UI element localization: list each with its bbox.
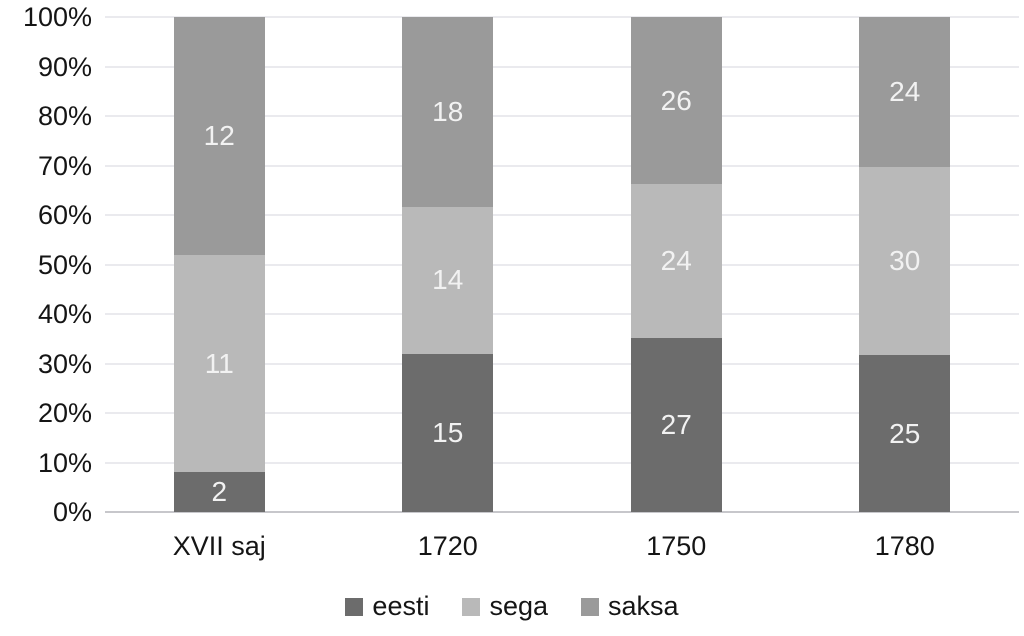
y-tick-label-20: 20% <box>37 398 92 428</box>
y-tick-label-50: 50% <box>37 249 92 280</box>
segment-eesti: 15 <box>402 354 494 512</box>
legend: eesti sega saksa <box>0 593 1024 620</box>
gridline-10 <box>105 461 1019 464</box>
data-label-sega: 11 <box>204 347 234 379</box>
segment-saksa: 24 <box>859 17 951 168</box>
legend-swatch-eesti <box>345 597 364 616</box>
data-label-saksa: 18 <box>432 95 464 127</box>
gridline-60 <box>105 214 1019 216</box>
data-label-saksa: 12 <box>203 119 235 151</box>
segment-sega: 11 <box>173 254 265 473</box>
x-tick-label-1750: 1750 <box>646 531 707 561</box>
y-tick-label-70: 70% <box>37 150 92 181</box>
bar-1720: 15 14 18 <box>402 17 494 512</box>
legend-label-saksa: saksa <box>608 591 679 621</box>
gridline-100 <box>105 16 1019 18</box>
y-tick-label-80: 80% <box>37 101 92 131</box>
legend-item-eesti: eesti <box>345 593 429 620</box>
segment-sega: 30 <box>859 167 951 356</box>
gridline-80 <box>105 115 1019 117</box>
gridline-0 <box>105 511 1019 513</box>
y-tick-label-40: 40% <box>37 299 92 329</box>
x-tick-label-xvii-saj: XVII saj <box>172 531 266 561</box>
segment-eesti: 27 <box>630 338 722 512</box>
bar-xvii-saj: 2 11 12 <box>173 17 265 512</box>
x-tick-label-1720: 1720 <box>417 531 478 561</box>
segment-sega: 24 <box>630 184 722 339</box>
segment-sega: 14 <box>402 206 494 355</box>
legend-label-sega: sega <box>489 591 549 621</box>
segment-eesti: 2 <box>173 472 265 512</box>
segment-saksa: 12 <box>173 17 265 255</box>
data-label-sega: 14 <box>432 264 464 296</box>
y-tick-label-100: 100% <box>22 2 92 32</box>
gridline-40 <box>105 313 1019 315</box>
data-label-saksa: 24 <box>889 76 921 108</box>
gridline-90 <box>105 65 1019 68</box>
legend-swatch-saksa <box>581 597 600 616</box>
legend-label-eesti: eesti <box>372 591 430 621</box>
segment-saksa: 18 <box>402 17 494 207</box>
gridline-50 <box>105 263 1019 266</box>
data-label-sega: 24 <box>660 245 692 277</box>
x-tick-label-1780: 1780 <box>874 531 935 561</box>
data-label-eesti: 27 <box>660 409 692 441</box>
bar-1750: 27 24 26 <box>630 17 722 512</box>
y-tick-label-10: 10% <box>37 447 92 478</box>
segment-saksa: 26 <box>630 17 722 185</box>
y-tick-label-90: 90% <box>37 51 92 82</box>
y-tick-label-30: 30% <box>37 348 92 379</box>
x-axis-labels: XVII saj 1720 1750 1780 <box>105 531 1019 568</box>
plot-area: 2 11 12 15 14 18 27 24 26 25 30 24 <box>105 16 1019 513</box>
gridline-30 <box>105 362 1019 365</box>
segment-eesti: 25 <box>859 355 951 512</box>
gridline-20 <box>105 412 1019 414</box>
y-tick-label-60: 60% <box>37 200 92 230</box>
data-label-eesti: 25 <box>889 417 921 449</box>
legend-item-saksa: saksa <box>581 593 679 620</box>
data-label-eesti: 2 <box>211 476 228 508</box>
data-label-sega: 30 <box>889 245 921 277</box>
bar-1780: 25 30 24 <box>859 17 951 512</box>
legend-swatch-sega <box>462 597 481 616</box>
data-label-eesti: 15 <box>432 417 464 449</box>
data-label-saksa: 26 <box>660 84 692 116</box>
gridline-70 <box>105 164 1019 167</box>
y-tick-label-0: 0% <box>52 497 92 527</box>
legend-item-sega: sega <box>462 593 548 620</box>
